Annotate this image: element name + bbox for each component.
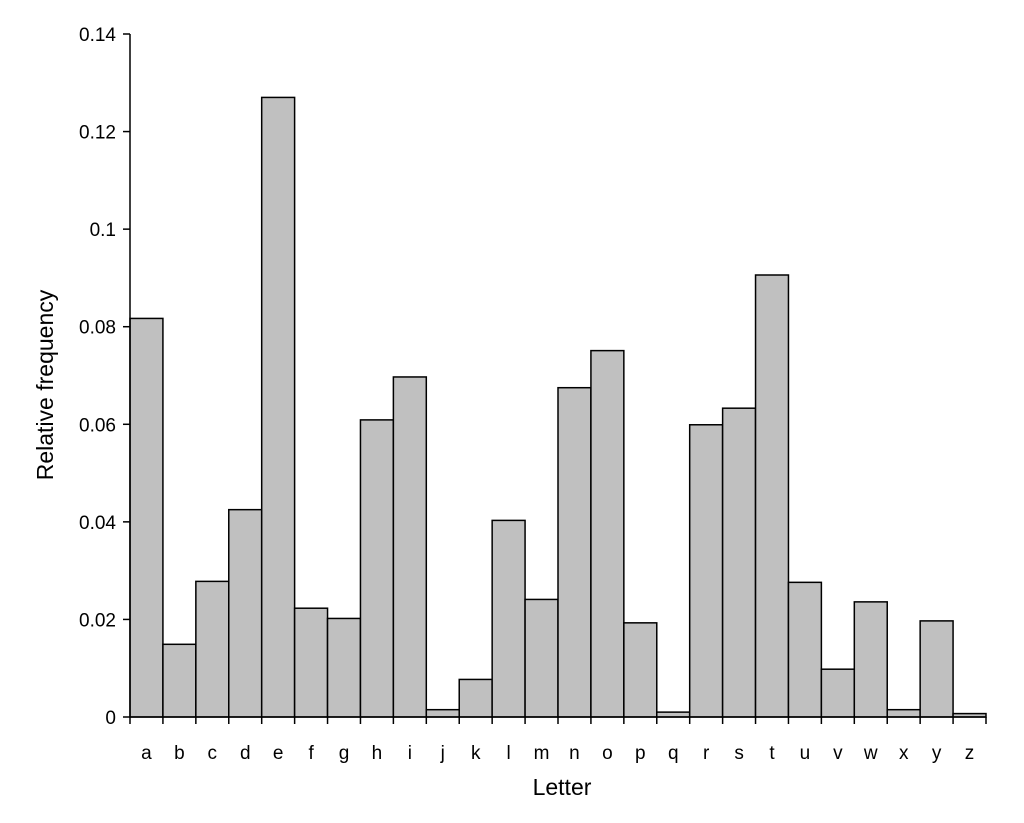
y-tick-label: 0.02 [79, 610, 116, 631]
bar-a [129, 317, 164, 718]
x-tick-label-g: g [339, 743, 350, 764]
bar-g [326, 617, 362, 718]
bar-k [458, 678, 493, 718]
y-tick-label: 0.04 [79, 513, 116, 534]
bar-d [228, 508, 263, 718]
x-tick-label-n: n [569, 743, 580, 764]
bar-t [754, 274, 790, 718]
x-tick-label-q: q [668, 743, 679, 764]
bar-e [260, 96, 296, 718]
bar-y [919, 620, 954, 718]
x-tick-label-m: m [534, 743, 550, 764]
bar-l [491, 519, 526, 718]
x-tick-label-e: e [273, 743, 284, 764]
bars-layer [129, 96, 987, 718]
y-axis-title: Relative frequency [32, 289, 58, 480]
bar-b [162, 643, 197, 718]
y-tick-label: 0.08 [79, 318, 116, 339]
x-tick-label-k: k [471, 743, 481, 764]
x-tick-label-x: x [899, 743, 909, 764]
x-tick-label-f: f [308, 743, 314, 764]
x-tick-label-r: r [703, 743, 710, 764]
bar-s [721, 407, 757, 718]
y-tick-label: 0.14 [79, 25, 116, 46]
bar-h [359, 419, 395, 718]
bar-f [293, 607, 329, 718]
y-tick-label: 0 [105, 708, 116, 729]
bar-m [524, 598, 559, 718]
bar-v [820, 668, 856, 718]
x-tick-label-w: w [863, 743, 878, 764]
y-tick-label: 0.12 [79, 123, 116, 144]
x-tick-label-h: h [372, 743, 383, 764]
x-tick-label-v: v [833, 743, 843, 764]
bar-n [557, 386, 592, 718]
ticks-layer: 0 0.02 0.04 0.06 0.08 0.1 0.12 0.14 a b c d e f g h i j k l… [79, 25, 987, 764]
x-tick-label-l: l [507, 743, 511, 764]
y-tick-label: 0.1 [90, 220, 116, 241]
x-tick-label-a: a [141, 743, 152, 764]
x-tick-label-p: p [635, 743, 646, 764]
x-tick-label-o: o [602, 743, 613, 764]
y-tick-label: 0.06 [79, 415, 116, 436]
bar-x [886, 708, 921, 718]
x-tick-label-j: j [440, 743, 445, 764]
bar-p [623, 622, 658, 718]
bar-i [392, 376, 428, 718]
x-tick-label-u: u [800, 743, 811, 764]
bar-j [425, 708, 460, 718]
x-tick-label-t: t [769, 743, 775, 764]
bar-w [853, 601, 888, 718]
bar-c [195, 580, 230, 718]
bar-u [787, 581, 823, 718]
x-tick-label-z: z [965, 743, 975, 764]
x-tick-label-d: d [240, 743, 251, 764]
bar-r [688, 424, 724, 718]
x-axis-title: Letter [533, 774, 592, 800]
x-tick-label-i: i [408, 743, 412, 764]
bar-o [590, 349, 625, 718]
x-tick-label-b: b [174, 743, 185, 764]
x-tick-label-y: y [932, 743, 942, 764]
x-tick-label-c: c [208, 743, 218, 764]
x-tick-label-s: s [734, 743, 744, 764]
